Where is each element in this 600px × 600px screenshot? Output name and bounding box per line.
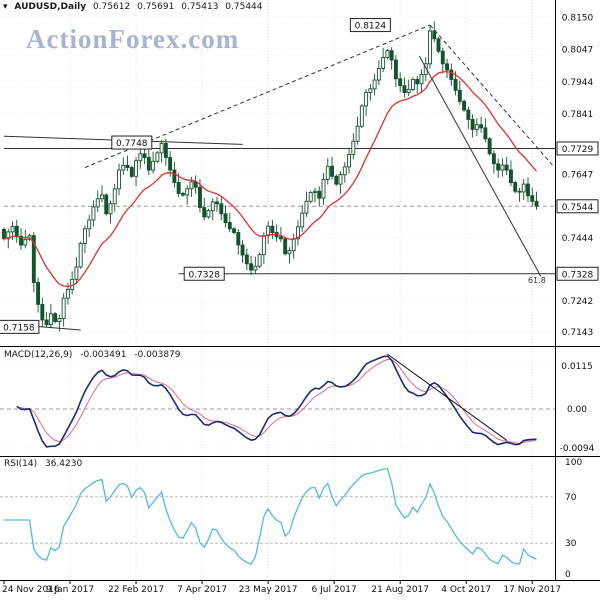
fib-61-8-label: 61.8 bbox=[528, 276, 546, 285]
svg-text:0.8124: 0.8124 bbox=[355, 22, 387, 32]
svg-text:4 Oct 2017: 4 Oct 2017 bbox=[441, 585, 491, 595]
svg-text:0.7544: 0.7544 bbox=[562, 203, 594, 213]
svg-text:17 Nov 2017: 17 Nov 2017 bbox=[503, 585, 561, 595]
falling-channel-line bbox=[418, 55, 542, 277]
svg-text:61.8: 61.8 bbox=[528, 276, 546, 285]
svg-text:6 Jul 2017: 6 Jul 2017 bbox=[312, 585, 357, 595]
svg-text:0.7143: 0.7143 bbox=[562, 328, 594, 338]
svg-text:70: 70 bbox=[565, 493, 577, 503]
svg-text:0.0115: 0.0115 bbox=[561, 362, 593, 372]
candlestick-series bbox=[2, 21, 539, 332]
svg-text:9 Jan 2017: 9 Jan 2017 bbox=[46, 585, 94, 595]
svg-text:24 Nov 2016: 24 Nov 2016 bbox=[2, 585, 60, 595]
macd-panel: 0.0115 0.00 -0.0094 bbox=[0, 353, 595, 454]
axis-price-box bbox=[556, 266, 599, 281]
axis-price-box bbox=[556, 199, 599, 214]
svg-text:0.7328: 0.7328 bbox=[562, 270, 594, 280]
rsi-panel: 100 70 30 0 bbox=[0, 458, 582, 580]
macd-main-line bbox=[16, 355, 537, 448]
svg-text:0.7748: 0.7748 bbox=[116, 139, 148, 149]
svg-text:7 Apr 2017: 7 Apr 2017 bbox=[177, 585, 227, 595]
trendlines[interactable] bbox=[84, 24, 554, 277]
svg-text:0.7647: 0.7647 bbox=[562, 171, 594, 181]
level-label-box bbox=[183, 266, 225, 281]
level-label-box bbox=[111, 135, 153, 150]
svg-text:0: 0 bbox=[565, 570, 571, 580]
falling-trendline bbox=[429, 24, 554, 167]
svg-text:-0.0094: -0.0094 bbox=[560, 444, 595, 454]
svg-text:0.7944: 0.7944 bbox=[562, 78, 594, 88]
moving-average-line bbox=[3, 70, 537, 288]
svg-text:100: 100 bbox=[565, 458, 582, 468]
svg-text:0.7242: 0.7242 bbox=[562, 297, 594, 307]
panel-separators bbox=[0, 0, 600, 581]
macd-trendline bbox=[387, 353, 507, 441]
price-axis: 0.8150 0.8047 0.7944 0.7841 0.7729 0.7647 0.75… bbox=[556, 13, 599, 338]
svg-text:0.8047: 0.8047 bbox=[562, 46, 594, 56]
price-level-labels: 0.8124 0.7748 0.7328 0.7158 bbox=[0, 18, 391, 334]
svg-text:30: 30 bbox=[565, 539, 577, 549]
rising-trendline bbox=[84, 24, 431, 168]
svg-text:23 May 2017: 23 May 2017 bbox=[239, 585, 298, 595]
svg-text:0.00: 0.00 bbox=[567, 405, 587, 415]
svg-text:0.8150: 0.8150 bbox=[562, 13, 594, 23]
axis-price-box bbox=[556, 141, 599, 156]
rsi-line bbox=[4, 467, 537, 565]
svg-text:21 Aug 2017: 21 Aug 2017 bbox=[371, 585, 429, 595]
macd-signal-line bbox=[16, 359, 537, 444]
level-label-box bbox=[0, 319, 40, 334]
svg-text:0.7158: 0.7158 bbox=[3, 323, 35, 333]
svg-text:0.7444: 0.7444 bbox=[562, 234, 594, 244]
svg-text:22 Feb 2017: 22 Feb 2017 bbox=[108, 585, 164, 595]
level-label-box bbox=[349, 18, 391, 33]
svg-text:0.7328: 0.7328 bbox=[188, 270, 220, 280]
svg-text:0.7841: 0.7841 bbox=[562, 110, 594, 120]
svg-text:0.7729: 0.7729 bbox=[562, 145, 594, 155]
